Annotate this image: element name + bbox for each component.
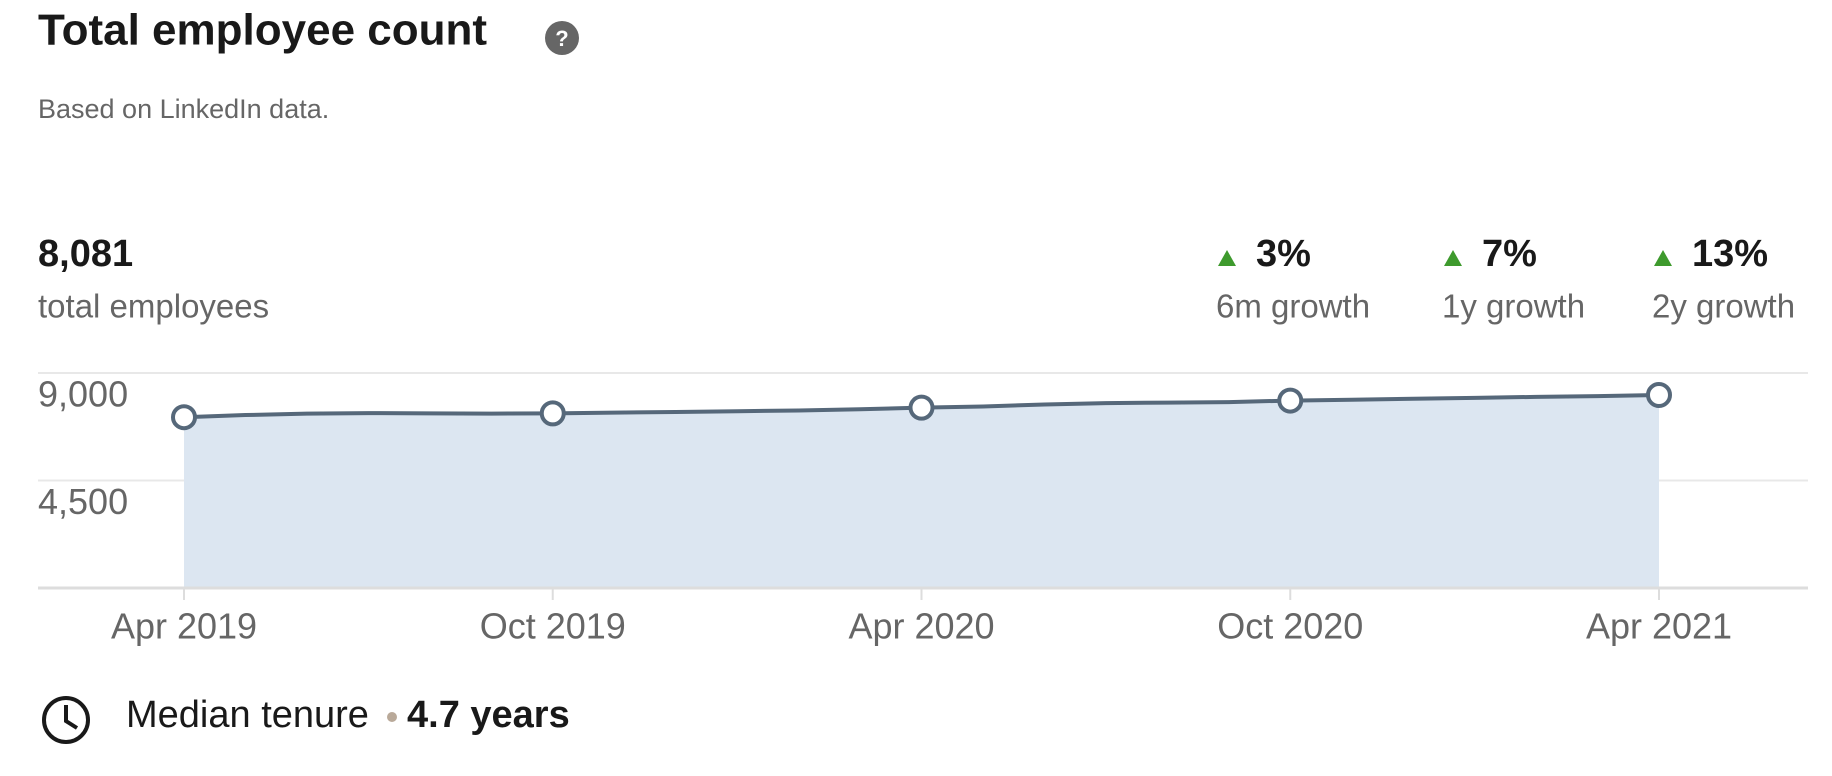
point [908, 394, 935, 421]
tenure-label: Median tenure [126, 694, 369, 736]
x-tick-label: Apr 2019 [111, 606, 257, 647]
tenure: Median tenure 4.7 years [42, 694, 570, 744]
growth-label: 6m growth [1216, 288, 1370, 325]
point [1646, 381, 1672, 408]
x-tick-label: Apr 2021 [1586, 606, 1732, 647]
growth-arrow [1444, 250, 1462, 266]
x-tick-label: Oct 2020 [1217, 606, 1363, 647]
title: Total employee count [38, 6, 487, 55]
svg-text:?: ? [555, 26, 568, 51]
growth-value: 3% [1256, 233, 1311, 275]
point [1277, 387, 1304, 414]
growth-arrow [1218, 250, 1236, 266]
total-value: 8,081 [38, 233, 133, 275]
help-icon[interactable]: ? [545, 21, 579, 55]
point [171, 404, 197, 431]
y-tick-label: 4,500 [38, 481, 128, 522]
tenure-value: 4.7 years [407, 694, 570, 736]
point [539, 400, 566, 427]
growth-value: 7% [1482, 233, 1537, 275]
total-label: total employees [38, 288, 269, 325]
y-tick-label: 9,000 [38, 374, 128, 415]
x-tick-label: Oct 2019 [480, 606, 626, 647]
area [184, 394, 1659, 588]
subtitle: Based on LinkedIn data. [38, 94, 329, 124]
x-tick-label: Apr 2020 [848, 606, 994, 647]
growth-arrow [1654, 250, 1672, 266]
growth-label: 2y growth [1652, 288, 1795, 325]
growth-value: 13% [1692, 233, 1768, 275]
growth-label: 1y growth [1442, 288, 1585, 325]
